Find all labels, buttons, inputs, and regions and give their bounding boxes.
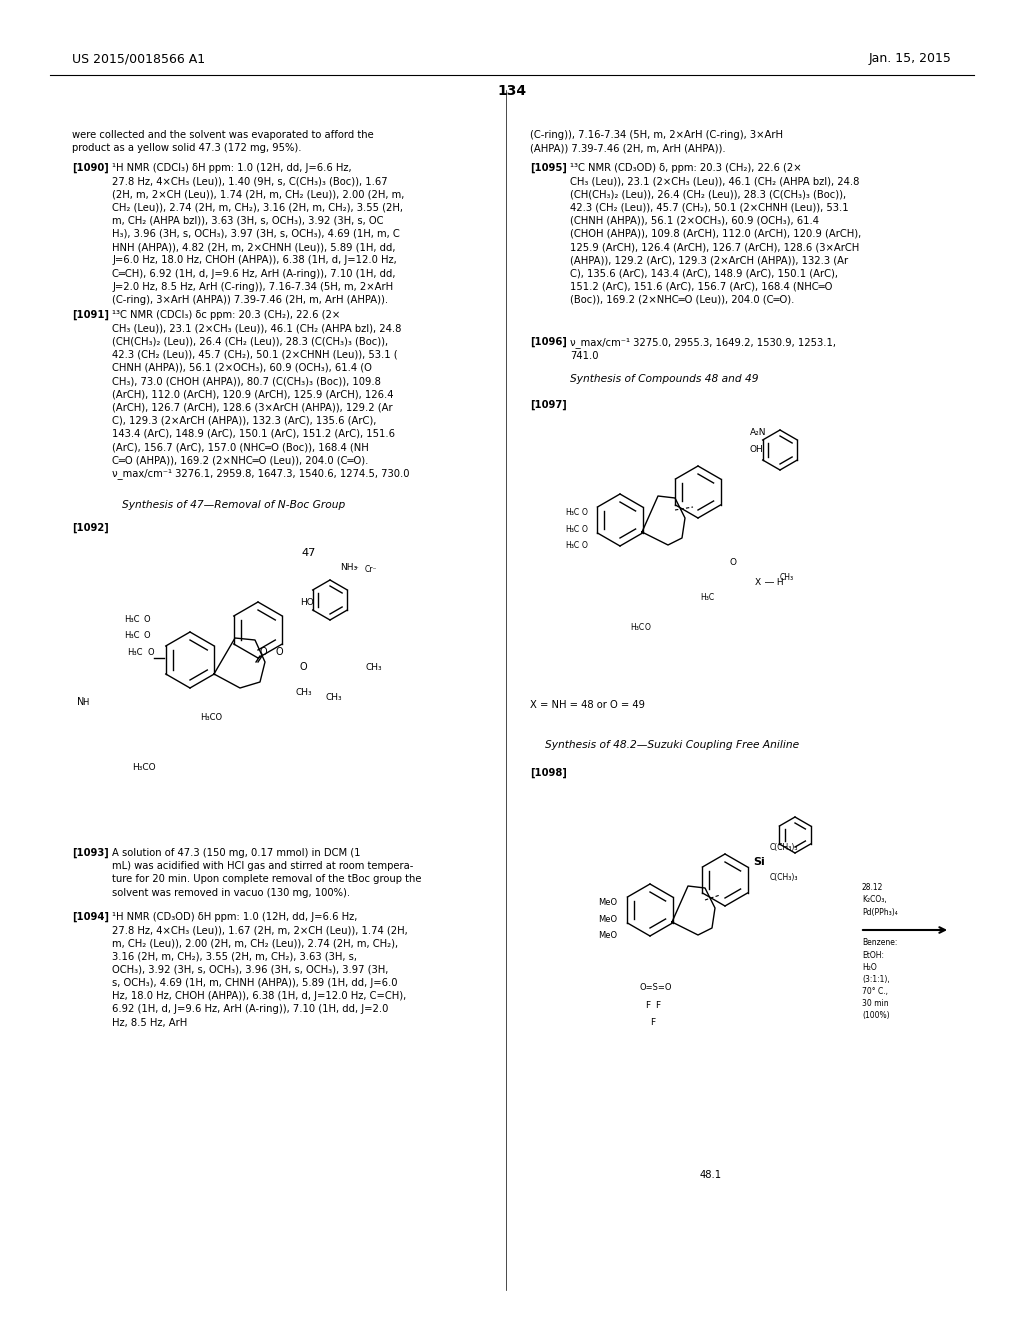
Text: H₃C: H₃C [127,648,142,657]
Text: CH₃: CH₃ [365,663,382,672]
Text: Synthesis of 48.2—Suzuki Coupling Free Aniline: Synthesis of 48.2—Suzuki Coupling Free A… [545,741,799,750]
Text: [1097]: [1097] [530,400,566,411]
Text: H₃C: H₃C [630,623,644,632]
Text: EtOH:: EtOH: [862,950,884,960]
Text: MeO: MeO [598,915,617,924]
Text: Benzene:: Benzene: [862,939,897,946]
Text: H₃C: H₃C [700,593,714,602]
Text: MeO: MeO [598,898,617,907]
Text: OH: OH [750,445,764,454]
Text: O: O [260,647,267,657]
Text: A solution of 47.3 (150 mg, 0.17 mmol) in DCM (1
mL) was acidified with HCl gas : A solution of 47.3 (150 mg, 0.17 mmol) i… [112,847,422,898]
Text: O: O [582,525,588,535]
Text: X = NH = 48 or O = 49: X = NH = 48 or O = 49 [530,700,645,710]
Text: ¹H NMR (CD₃OD) δH ppm: 1.0 (12H, dd, J=6.6 Hz,
27.8 Hz, 4×CH₃ (Leu)), 1.67 (2H, : ¹H NMR (CD₃OD) δH ppm: 1.0 (12H, dd, J=6… [112,912,408,1027]
Text: O: O [300,663,307,672]
Text: F: F [655,1001,660,1010]
Text: US 2015/0018566 A1: US 2015/0018566 A1 [72,51,205,65]
Text: O: O [144,631,151,640]
Text: NH₃: NH₃ [340,564,357,572]
Text: (C-ring)), 7.16-7.34 (5H, m, 2×ArH (C-ring), 3×ArH
(AHPA)) 7.39-7.46 (2H, m, ArH: (C-ring)), 7.16-7.34 (5H, m, 2×ArH (C-ri… [530,129,783,153]
Text: Si: Si [753,857,765,867]
Text: [1093]: [1093] [72,847,109,858]
Text: H: H [82,698,88,708]
Text: HO: HO [300,598,313,607]
Text: O=S=O: O=S=O [640,983,673,993]
Text: C(CH₃)₃: C(CH₃)₃ [770,873,799,882]
Text: O: O [144,615,151,624]
Text: ¹³C NMR (CD₃OD) δ, ppm: 20.3 (CH₂), 22.6 (2×
CH₃ (Leu)), 23.1 (2×CH₃ (Leu)), 46.: ¹³C NMR (CD₃OD) δ, ppm: 20.3 (CH₂), 22.6… [570,162,861,305]
Text: (100%): (100%) [862,1011,890,1020]
Text: F: F [645,1001,650,1010]
Text: Pd(PPh₃)₄: Pd(PPh₃)₄ [862,908,898,917]
Text: 134: 134 [498,84,526,98]
Text: ¹H NMR (CDCl₃) δH ppm: 1.0 (12H, dd, J=6.6 Hz,
27.8 Hz, 4×CH₃ (Leu)), 1.40 (9H, : ¹H NMR (CDCl₃) δH ppm: 1.0 (12H, dd, J=6… [112,162,404,305]
Text: CH₃: CH₃ [780,573,795,582]
Text: O: O [147,648,154,657]
Text: Cr⁻: Cr⁻ [365,565,378,574]
Text: [1091]: [1091] [72,310,109,321]
Text: CH₃: CH₃ [325,693,342,702]
Text: O: O [730,558,737,568]
Text: 30 min: 30 min [862,999,889,1008]
Text: N: N [77,697,84,708]
Text: were collected and the solvent was evaporated to afford the
product as a yellow : were collected and the solvent was evapo… [72,129,374,153]
Text: H₃CO: H₃CO [132,763,156,772]
Text: H₃C: H₃C [565,508,580,517]
Text: MeO: MeO [598,931,617,940]
Text: O: O [582,541,588,550]
Text: (3:1:1),: (3:1:1), [862,975,890,983]
Text: H₃C: H₃C [124,631,139,640]
Text: H₃C: H₃C [565,525,580,535]
Text: C(CH₃)₃: C(CH₃)₃ [770,843,799,851]
Text: X: X [755,578,761,587]
Text: Jan. 15, 2015: Jan. 15, 2015 [869,51,952,65]
Text: F: F [650,1018,655,1027]
Text: A₂N: A₂N [750,428,767,437]
Text: K₂CO₃,: K₂CO₃, [862,895,887,904]
Text: ― H: ― H [765,578,783,587]
Text: CH₃: CH₃ [295,688,311,697]
Text: ⁺: ⁺ [355,568,358,573]
Text: O: O [645,623,651,632]
Text: ν_max/cm⁻¹ 3275.0, 2955.3, 1649.2, 1530.9, 1253.1,
741.0: ν_max/cm⁻¹ 3275.0, 2955.3, 1649.2, 1530.… [570,337,836,362]
Text: [1095]: [1095] [530,162,567,173]
Text: O: O [275,647,283,657]
Text: [1094]: [1094] [72,912,109,923]
Text: H₂O: H₂O [862,964,877,972]
Text: 70° C.,: 70° C., [862,987,888,997]
Text: H₃C: H₃C [565,541,580,550]
Text: O: O [582,508,588,517]
Text: H₃C: H₃C [124,615,139,624]
Text: [1092]: [1092] [72,523,109,533]
Text: 48.1: 48.1 [700,1170,722,1180]
Text: Synthesis of Compounds 48 and 49: Synthesis of Compounds 48 and 49 [570,374,759,384]
Text: H₃CO: H₃CO [200,713,222,722]
Text: ¹³C NMR (CDCl₃) δc ppm: 20.3 (CH₂), 22.6 (2×
CH₃ (Leu)), 23.1 (2×CH₃ (Leu)), 46.: ¹³C NMR (CDCl₃) δc ppm: 20.3 (CH₂), 22.6… [112,310,410,479]
Text: 28.12: 28.12 [862,883,884,892]
Text: 47: 47 [302,548,316,558]
Text: Synthesis of 47—Removal of N-Boc Group: Synthesis of 47—Removal of N-Boc Group [122,500,345,510]
Text: [1096]: [1096] [530,337,567,347]
Text: [1090]: [1090] [72,162,109,173]
Text: [1098]: [1098] [530,768,567,779]
